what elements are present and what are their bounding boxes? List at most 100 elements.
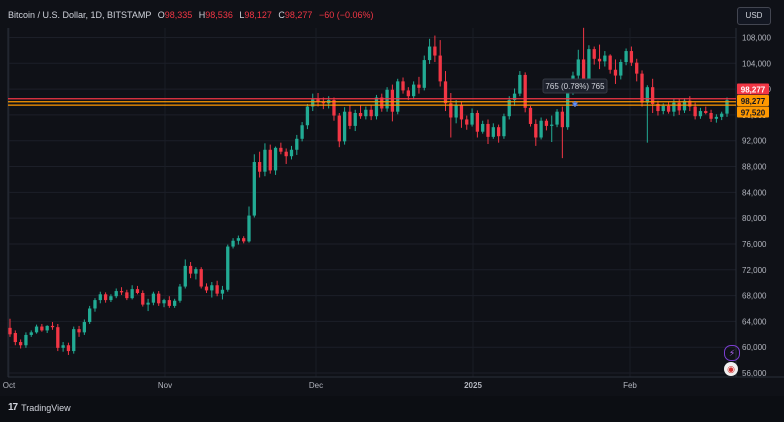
candle-body xyxy=(93,300,97,309)
candle-body xyxy=(539,120,543,138)
candle-body xyxy=(204,286,209,291)
y-tick-label: 60,000 xyxy=(742,343,767,352)
x-tick-label: 2025 xyxy=(464,381,482,390)
candle-body xyxy=(88,308,92,323)
high-value: 98,536 xyxy=(205,10,233,20)
candle-body xyxy=(677,102,681,111)
candle-body xyxy=(268,149,272,171)
candle-body xyxy=(29,332,33,335)
candle-body xyxy=(704,111,708,113)
x-tick-label: Dec xyxy=(309,381,323,390)
candle-body xyxy=(188,265,193,274)
open-value: 98,335 xyxy=(164,10,193,20)
candle-body xyxy=(433,46,437,56)
candle-body xyxy=(247,215,251,242)
y-tick-label: 56,000 xyxy=(742,369,767,378)
candle-body xyxy=(661,105,665,112)
candle-body xyxy=(34,326,39,333)
candle-body xyxy=(157,293,161,304)
currency-button[interactable]: USD xyxy=(737,7,771,25)
candle-body xyxy=(544,120,549,126)
candle-body xyxy=(242,238,246,242)
candle-body xyxy=(130,289,134,299)
candle-body xyxy=(98,294,102,301)
candle-body xyxy=(518,74,522,94)
candle-body xyxy=(401,81,405,91)
price-line-tag xyxy=(737,83,769,95)
candle-body xyxy=(8,327,12,335)
candle-body xyxy=(470,112,474,125)
candle-body xyxy=(656,103,660,112)
measure-label: 765 (0.78%) 765 xyxy=(545,82,605,91)
candle-body xyxy=(72,329,76,352)
candle-body xyxy=(725,100,729,114)
close-value: 98,277 xyxy=(284,10,313,20)
candle-body xyxy=(114,291,118,297)
candle-body xyxy=(369,109,373,117)
price-line-tag xyxy=(737,106,769,118)
candle-body xyxy=(528,107,533,124)
candle-body xyxy=(289,149,294,157)
crosshair-marker-icon: ✱ xyxy=(572,100,579,109)
tradingview-mark-icon: 17 xyxy=(8,402,18,413)
candle-body xyxy=(231,240,235,247)
candle-body xyxy=(109,296,113,301)
open-label: O xyxy=(157,10,165,20)
candle-body xyxy=(18,342,23,346)
candle-body xyxy=(624,51,628,63)
candle-body xyxy=(141,292,145,305)
candle-body xyxy=(380,97,384,109)
x-tick-label: Oct xyxy=(3,381,16,390)
candle-body xyxy=(273,147,278,171)
candle-body xyxy=(24,334,28,346)
candle-body xyxy=(443,81,448,104)
candle-body xyxy=(56,327,60,348)
y-tick-label: 104,000 xyxy=(742,59,771,68)
lightning-icon[interactable]: ⚡ xyxy=(724,345,740,361)
candle-body xyxy=(650,87,655,104)
candle-body xyxy=(475,112,480,132)
candle-body xyxy=(167,300,171,306)
candle-body xyxy=(374,97,379,117)
candle-body xyxy=(666,105,671,112)
candle-body xyxy=(714,116,719,119)
candle-body xyxy=(183,265,187,287)
candle-body xyxy=(486,123,490,137)
candle-body xyxy=(709,112,713,119)
candle-body xyxy=(507,100,511,117)
candle-body xyxy=(77,329,81,333)
candle-body xyxy=(353,112,357,126)
candle-body xyxy=(342,111,347,142)
candle-body xyxy=(364,109,368,117)
candle-body xyxy=(45,325,49,331)
candle-body xyxy=(629,51,634,63)
symbol-title: Bitcoin / U.S. Dollar, 1D, BITSTAMP xyxy=(8,10,152,20)
candle-body xyxy=(50,325,55,328)
candle-body xyxy=(220,289,225,294)
y-tick-label: 92,000 xyxy=(742,137,767,146)
x-tick-label: Nov xyxy=(158,381,172,390)
candle-body xyxy=(284,151,288,157)
candle-body xyxy=(454,104,458,118)
candle-body xyxy=(300,125,304,139)
candle-body xyxy=(151,293,156,303)
candle-body xyxy=(523,74,527,108)
candle-body xyxy=(199,269,203,287)
candle-body xyxy=(603,55,607,62)
candle-body xyxy=(560,111,565,128)
candle-body xyxy=(125,292,129,299)
candle-body xyxy=(119,291,124,293)
y-tick-label: 108,000 xyxy=(742,34,771,43)
candle-body xyxy=(581,59,586,81)
tradingview-logo[interactable]: 17 TradingView xyxy=(8,402,71,413)
flag-icon[interactable]: ◉ xyxy=(724,362,738,376)
candle-body xyxy=(406,90,410,97)
candle-body xyxy=(481,123,485,132)
y-tick-label: 68,000 xyxy=(742,292,767,301)
candle-body xyxy=(608,55,612,70)
candle-body xyxy=(512,93,517,101)
high-label: H xyxy=(198,10,206,20)
candle-body xyxy=(592,49,596,59)
